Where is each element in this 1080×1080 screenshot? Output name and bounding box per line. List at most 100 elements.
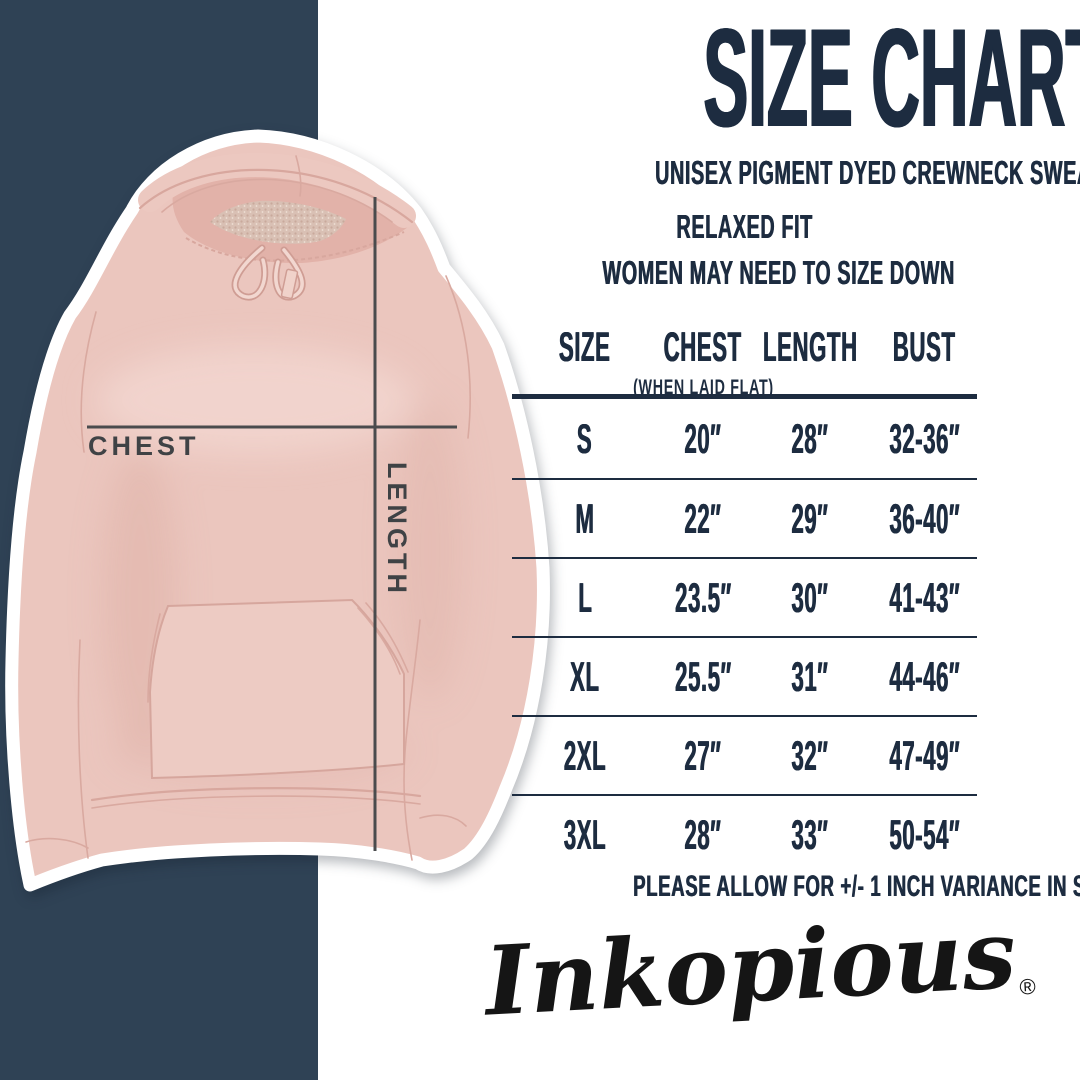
- cell-text: XL: [570, 652, 600, 700]
- collar-stitching: [185, 231, 405, 262]
- cell-size: L: [512, 559, 658, 636]
- pocket-stitch-right: [365, 602, 409, 673]
- fabric-shadow-right: [396, 400, 464, 700]
- hoodie-product-photo: [5, 129, 550, 892]
- cell-text: 31″: [791, 652, 829, 700]
- page-title: SIZE CHART: [485, 8, 1080, 148]
- kangaroo-pocket: [148, 598, 405, 780]
- cell-bust: 36-40″: [872, 480, 977, 557]
- sleeve-seam-left: [77, 639, 89, 859]
- chest-subnote-text: (WHEN LAID FLAT): [632, 376, 774, 399]
- variance-note-text: PLEASE ALLOW FOR +/- 1 INCH VARIANCE IN …: [633, 870, 1080, 903]
- subtitle-fit: RELAXED FIT: [485, 210, 1005, 243]
- cell-text: 50-54″: [889, 810, 960, 858]
- cell-text: 20″: [684, 414, 722, 462]
- cell-chest: 25.5″: [658, 638, 748, 715]
- sleeve-seam-right: [403, 619, 421, 861]
- cell-length: 29″: [748, 480, 872, 557]
- hood-fold-line: [138, 168, 414, 224]
- pocket-stitch-left: [147, 613, 161, 703]
- cell-length: 33″: [748, 796, 872, 873]
- registered-trademark-icon: ®: [1018, 973, 1037, 1000]
- table-row-l: L 23.5″ 30″ 41-43″: [512, 557, 977, 636]
- cell-size: M: [512, 480, 658, 557]
- header-text: LENGTH: [762, 323, 858, 370]
- cell-text: 22″: [684, 494, 722, 542]
- cell-bust: 47-49″: [872, 717, 977, 794]
- cell-text: 29″: [791, 494, 829, 542]
- size-table-header-row: SIZE CHEST (WHEN LAID FLAT) LENGTH BUST: [512, 318, 977, 399]
- column-header-bust: BUST: [872, 318, 977, 394]
- table-row-xl: XL 25.5″ 31″ 44-46″: [512, 636, 977, 715]
- chest-subnote: (WHEN LAID FLAT): [600, 377, 807, 398]
- size-table: SIZE CHEST (WHEN LAID FLAT) LENGTH BUST …: [512, 318, 977, 873]
- hood-fold-line: [161, 178, 393, 223]
- cell-text: 41-43″: [889, 573, 960, 621]
- cell-text: 30″: [791, 573, 829, 621]
- header-text: CHEST: [663, 323, 743, 370]
- cell-text: S: [577, 414, 593, 462]
- cell-text: 23.5″: [674, 573, 732, 621]
- cell-length: 30″: [748, 559, 872, 636]
- hood-rim: [138, 153, 416, 228]
- drawstring-right: [274, 248, 304, 299]
- header-divider-rule: [512, 394, 977, 399]
- cell-text: 32″: [791, 731, 829, 779]
- cell-text: 32-36″: [889, 414, 960, 462]
- cell-length: 32″: [748, 717, 872, 794]
- cell-text: 33″: [791, 810, 829, 858]
- table-row-2xl: 2XL 27″ 32″ 47-49″: [512, 715, 977, 794]
- cuff-seam-left: [25, 837, 89, 849]
- cell-text: 2XL: [563, 731, 607, 779]
- subtitle-sizing-advice: WOMEN MAY NEED TO SIZE DOWN: [485, 256, 1005, 289]
- hem-seam: [90, 787, 422, 802]
- column-header-chest: CHEST (WHEN LAID FLAT): [633, 318, 773, 399]
- subtitle-text: RELAXED FIT: [676, 208, 814, 245]
- cell-chest: 23.5″: [658, 559, 748, 636]
- drawstring-aglet: [280, 268, 299, 300]
- subtitle-text: UNISEX PIGMENT DYED CREWNECK SWEATSHIRT: [655, 154, 1080, 191]
- cell-text: 3XL: [563, 810, 607, 858]
- cuff-seam-right: [419, 814, 467, 827]
- brand-name: Inkopious: [482, 898, 1019, 1038]
- column-header-length: LENGTH: [748, 318, 872, 394]
- header-text: BUST: [893, 323, 956, 370]
- cell-bust: 50-54″: [872, 796, 977, 873]
- table-row-m: M 22″ 29″ 36-40″: [512, 478, 977, 557]
- cell-size: 2XL: [512, 717, 658, 794]
- cell-text: 36-40″: [889, 494, 960, 542]
- subtitle-product: UNISEX PIGMENT DYED CREWNECK SWEATSHIRT: [485, 156, 1080, 189]
- pocket-stitch-right: [357, 607, 401, 675]
- cell-size: XL: [512, 638, 658, 715]
- cell-bust: 41-43″: [872, 559, 977, 636]
- chest-measure-label: CHEST: [88, 431, 200, 461]
- column-header-size: SIZE: [512, 318, 658, 394]
- table-row-s: S 20″ 28″ 32-36″: [512, 399, 977, 478]
- cell-text: 44-46″: [889, 652, 960, 700]
- cell-length: 28″: [748, 399, 872, 478]
- cell-length: 31″: [748, 638, 872, 715]
- cell-chest: 28″: [658, 796, 748, 873]
- subtitle-text: WOMEN MAY NEED TO SIZE DOWN: [602, 254, 955, 291]
- cell-size: S: [512, 399, 658, 478]
- drawstring-left: [233, 246, 267, 299]
- cell-chest: 27″: [658, 717, 748, 794]
- cell-size: 3XL: [512, 796, 658, 873]
- info-panel: SIZE CHART UNISEX PIGMENT DYED CREWNECK …: [482, 0, 1080, 1080]
- cell-text: 28″: [791, 414, 829, 462]
- hem-seam: [91, 795, 421, 809]
- header-text: SIZE: [559, 323, 611, 370]
- armhole-seam-right: [445, 275, 471, 439]
- page-title-text: SIZE CHART: [703, 0, 1080, 156]
- variance-note: PLEASE ALLOW FOR +/- 1 INCH VARIANCE IN …: [485, 872, 1080, 902]
- cell-text: 25.5″: [674, 652, 732, 700]
- cell-text: 27″: [684, 731, 722, 779]
- armhole-seam-left: [80, 311, 97, 453]
- cell-text: M: [575, 494, 595, 542]
- cell-bust: 32-36″: [872, 399, 977, 478]
- length-measure-label: LENGTH: [382, 462, 412, 597]
- collar-heather-patch: [210, 200, 346, 244]
- table-row-3xl: 3XL 28″ 33″ 50-54″: [512, 794, 977, 873]
- brand-logo: Inkopious®: [482, 898, 1036, 1039]
